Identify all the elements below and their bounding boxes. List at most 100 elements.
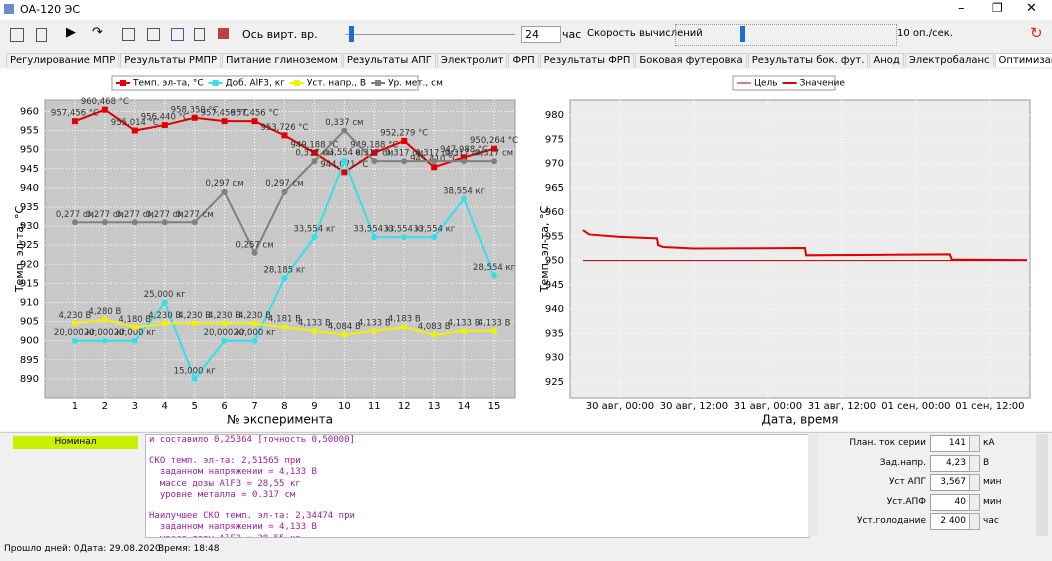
- speed-label: Скорость вычислений: [587, 28, 703, 39]
- param-input[interactable]: 2 400: [930, 513, 970, 530]
- scrollbar: [1036, 434, 1048, 536]
- charts: 8908959009059109159209259309359409459509…: [13, 75, 1031, 427]
- param-input[interactable]: 4,23: [930, 454, 970, 472]
- param-spin[interactable]: [969, 493, 980, 511]
- data-label: 0,297 см: [206, 179, 244, 189]
- marker: [311, 149, 318, 156]
- slider-thumb[interactable]: [349, 26, 354, 42]
- tab[interactable]: Результаты ФРП: [539, 53, 635, 67]
- tab[interactable]: Регулирование МПР: [6, 53, 120, 67]
- legend-label: Цель: [754, 79, 778, 89]
- tab[interactable]: Боковая футеровка: [635, 53, 747, 67]
- speed-thumb[interactable]: [740, 26, 745, 42]
- x-tick-label: 13: [428, 401, 441, 412]
- param-input[interactable]: 141: [930, 435, 970, 452]
- tool-button[interactable]: [10, 28, 24, 42]
- param-spin[interactable]: [969, 454, 980, 472]
- data-label: 947,988 °C: [440, 145, 488, 155]
- slider-track: [345, 34, 515, 35]
- data-label: 20,000 кг: [114, 328, 157, 338]
- legend-marker: [120, 80, 126, 86]
- data-label: 949,188 °C: [290, 140, 338, 150]
- tab[interactable]: Электробаланс: [904, 53, 994, 67]
- marker: [461, 195, 468, 202]
- refresh-button[interactable]: ↻: [1030, 24, 1043, 42]
- tab[interactable]: Результаты АПГ: [342, 53, 436, 67]
- play-button[interactable]: ▶: [66, 25, 76, 40]
- minimize[interactable]: –: [958, 1, 965, 16]
- param-input[interactable]: 40: [930, 493, 970, 511]
- maximize[interactable]: ❐: [992, 1, 1003, 15]
- data-label: 33,554 кг: [413, 225, 456, 235]
- hours-unit: час: [562, 28, 582, 41]
- data-label: 0,317 см: [415, 149, 453, 159]
- speed-unit: 10 оп./сек.: [897, 28, 953, 39]
- param-spin[interactable]: [969, 435, 980, 452]
- tab[interactable]: Оптимизация: [994, 53, 1052, 67]
- marker: [131, 324, 138, 331]
- marker: [491, 272, 498, 279]
- marker: [431, 331, 438, 338]
- marker: [191, 375, 198, 382]
- tool-button[interactable]: [218, 28, 229, 39]
- param-spin[interactable]: [969, 474, 980, 491]
- data-label: 0,277 см: [86, 210, 124, 220]
- marker: [131, 337, 138, 344]
- y-tick-label: 900: [20, 336, 39, 347]
- x-tick-label: 7: [251, 401, 257, 412]
- data-label: 20,000 кг: [234, 328, 277, 338]
- marker: [221, 188, 228, 195]
- marker: [71, 337, 78, 344]
- y-tick-label: 910: [20, 297, 39, 308]
- data-label: 0,317 см: [355, 149, 393, 159]
- x-tick-label: 6: [221, 401, 227, 412]
- tab[interactable]: Результаты РМПР: [120, 53, 222, 67]
- y-tick-label: 960: [20, 106, 39, 117]
- tool-button[interactable]: [147, 28, 160, 41]
- tab[interactable]: Результаты бок. фут.: [747, 53, 869, 67]
- marker: [311, 158, 318, 165]
- x-tick-label: 12: [398, 401, 411, 412]
- close[interactable]: ✕: [1026, 1, 1037, 16]
- marker: [281, 188, 288, 195]
- tool-button[interactable]: [171, 28, 184, 41]
- tab-bar: Регулирование МПР Результаты РМПР Питание …: [6, 53, 1052, 67]
- speed-slider[interactable]: [675, 24, 897, 46]
- y-tick-label: 975: [545, 134, 564, 145]
- data-label: 4,181 В: [268, 315, 301, 325]
- tab[interactable]: Анод: [869, 53, 904, 67]
- status-time: Время: 18:48: [158, 544, 220, 554]
- tool-button[interactable]: [36, 28, 47, 42]
- toolbar: ▶ ↷ Ось вирт. вр. 24 час Скорость вычисл…: [0, 22, 1052, 48]
- marker: [311, 234, 318, 241]
- y-tick-label: 890: [20, 374, 39, 385]
- tool-button[interactable]: [122, 28, 135, 41]
- param-spin[interactable]: [969, 513, 980, 530]
- log-line: массе дозы AlF3 = 38,55 кг: [149, 534, 809, 538]
- log-line: заданном напряжении = 4,133 В: [149, 467, 317, 477]
- tab[interactable]: Электролит: [436, 53, 508, 67]
- log-box: и составило 0,25364 [точность 0,50000] СК…: [145, 434, 810, 538]
- tab[interactable]: Питание глиноземом: [222, 53, 342, 67]
- x-tick-label: 30 авг, 12:00: [660, 401, 728, 412]
- y-tick-label: 935: [20, 202, 39, 213]
- data-label: 4,230 В: [58, 311, 91, 321]
- step-button[interactable]: ↷: [92, 25, 103, 40]
- tab[interactable]: ФРП: [508, 53, 539, 67]
- marker: [191, 320, 198, 327]
- data-label: 0,257 см: [235, 240, 273, 250]
- data-label: 4,230 В: [238, 311, 271, 321]
- tool-button[interactable]: [194, 28, 205, 41]
- marker: [281, 275, 288, 282]
- marker: [161, 219, 168, 226]
- marker: [401, 158, 408, 165]
- x-tick-label: 1: [72, 401, 78, 412]
- marker: [431, 234, 438, 241]
- y-tick-label: 915: [20, 278, 39, 289]
- param-input[interactable]: 3,567: [930, 474, 970, 491]
- data-label: 0,277 см: [146, 210, 184, 220]
- y-tick-label: 950: [20, 145, 39, 156]
- y-tick-label: 955: [20, 126, 39, 137]
- hours-input[interactable]: 24: [521, 26, 561, 43]
- marker: [401, 137, 408, 144]
